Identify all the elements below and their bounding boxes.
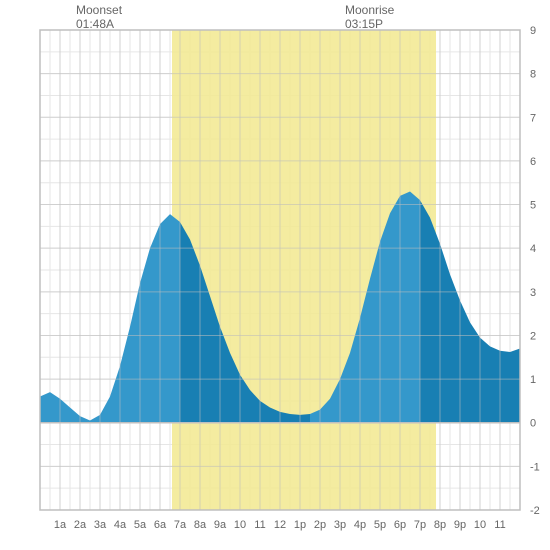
x-tick-label: 10 <box>474 519 486 531</box>
y-tick-label: -2 <box>530 505 540 517</box>
y-tick-label: 3 <box>530 287 536 299</box>
x-tick-label: 2a <box>74 519 87 531</box>
x-tick-label: 2p <box>314 519 326 531</box>
y-tick-label: 0 <box>530 418 536 430</box>
x-tick-label: 9p <box>454 519 466 531</box>
x-tick-label: 7a <box>174 519 187 531</box>
y-tick-label: 2 <box>530 330 536 342</box>
moonrise-label-time: 03:15P <box>345 17 383 31</box>
x-tick-label: 1p <box>294 519 306 531</box>
y-tick-label: 8 <box>530 69 536 81</box>
x-tick-label: 4p <box>354 519 366 531</box>
x-tick-label: 7p <box>414 519 426 531</box>
x-tick-label: 10 <box>234 519 246 531</box>
moonset-label-time: 01:48A <box>76 17 114 31</box>
y-tick-label: 9 <box>530 25 536 37</box>
moonrise-label-title: Moonrise <box>345 3 395 17</box>
x-tick-label: 9a <box>214 519 227 531</box>
x-tick-label: 1a <box>54 519 67 531</box>
y-tick-label: 5 <box>530 200 536 212</box>
chart-svg: 1a2a3a4a5a6a7a8a9a1011121p2p3p4p5p6p7p8p… <box>0 0 550 550</box>
moonset-label-title: Moonset <box>76 3 123 17</box>
x-tick-label: 6a <box>154 519 167 531</box>
x-tick-label: 3a <box>94 519 107 531</box>
y-tick-label: 1 <box>530 374 536 386</box>
y-tick-label: 7 <box>530 112 536 124</box>
tide-chart: 1a2a3a4a5a6a7a8a9a1011121p2p3p4p5p6p7p8p… <box>0 0 550 550</box>
x-tick-label: 5p <box>374 519 386 531</box>
y-tick-label: 6 <box>530 156 536 168</box>
y-tick-label: -1 <box>530 461 540 473</box>
x-tick-label: 3p <box>334 519 346 531</box>
x-tick-label: 6p <box>394 519 406 531</box>
x-tick-label: 5a <box>134 519 147 531</box>
x-tick-label: 8p <box>434 519 446 531</box>
x-tick-label: 8a <box>194 519 207 531</box>
x-tick-label: 11 <box>254 519 265 531</box>
y-tick-label: 4 <box>530 243 536 255</box>
x-tick-label: 11 <box>494 519 505 531</box>
x-tick-label: 12 <box>274 519 286 531</box>
x-tick-label: 4a <box>114 519 127 531</box>
